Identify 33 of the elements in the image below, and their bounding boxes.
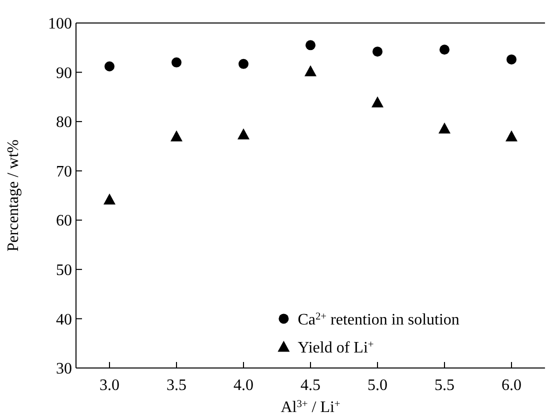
point [506, 54, 516, 64]
y-tick-label: 70 [56, 163, 72, 180]
y-tick-label: 60 [56, 212, 72, 230]
y-tick-label: 40 [56, 311, 72, 328]
y-tick-label: 30 [56, 360, 72, 378]
point [238, 128, 250, 140]
point [304, 65, 316, 76]
point [506, 130, 518, 142]
y-tick-label: 100 [48, 16, 72, 33]
x-tick-label: 4.0 [234, 377, 254, 394]
y-tick-label: 80 [56, 114, 72, 132]
y-tick-label: 90 [56, 64, 72, 82]
point [440, 44, 450, 55]
point [104, 193, 116, 204]
y-axis-title: Percentage / wt% [5, 140, 22, 252]
x-axis-title: Al$^{3+}$ / Li$^{+}$ [280, 398, 340, 416]
y-tick-label: 50 [56, 262, 72, 280]
x-tick-label: 6.0 [502, 377, 522, 394]
point [306, 40, 316, 50]
point [238, 58, 248, 69]
point [104, 61, 114, 72]
x-tick-label: 5.0 [368, 377, 388, 394]
legend-label: Ca$^{2+}$ retention in solution [298, 310, 460, 328]
point [372, 46, 382, 57]
point [372, 96, 384, 108]
legend-label: Yield of Li$^{+}$ [298, 338, 374, 356]
point [170, 130, 182, 142]
x-tick-label: 3.0 [100, 377, 120, 394]
point [438, 122, 450, 134]
x-tick-label: 4.5 [300, 377, 320, 394]
x-tick-label: 3.5 [166, 377, 186, 394]
point [172, 57, 182, 68]
x-tick-label: 5.5 [434, 377, 454, 394]
